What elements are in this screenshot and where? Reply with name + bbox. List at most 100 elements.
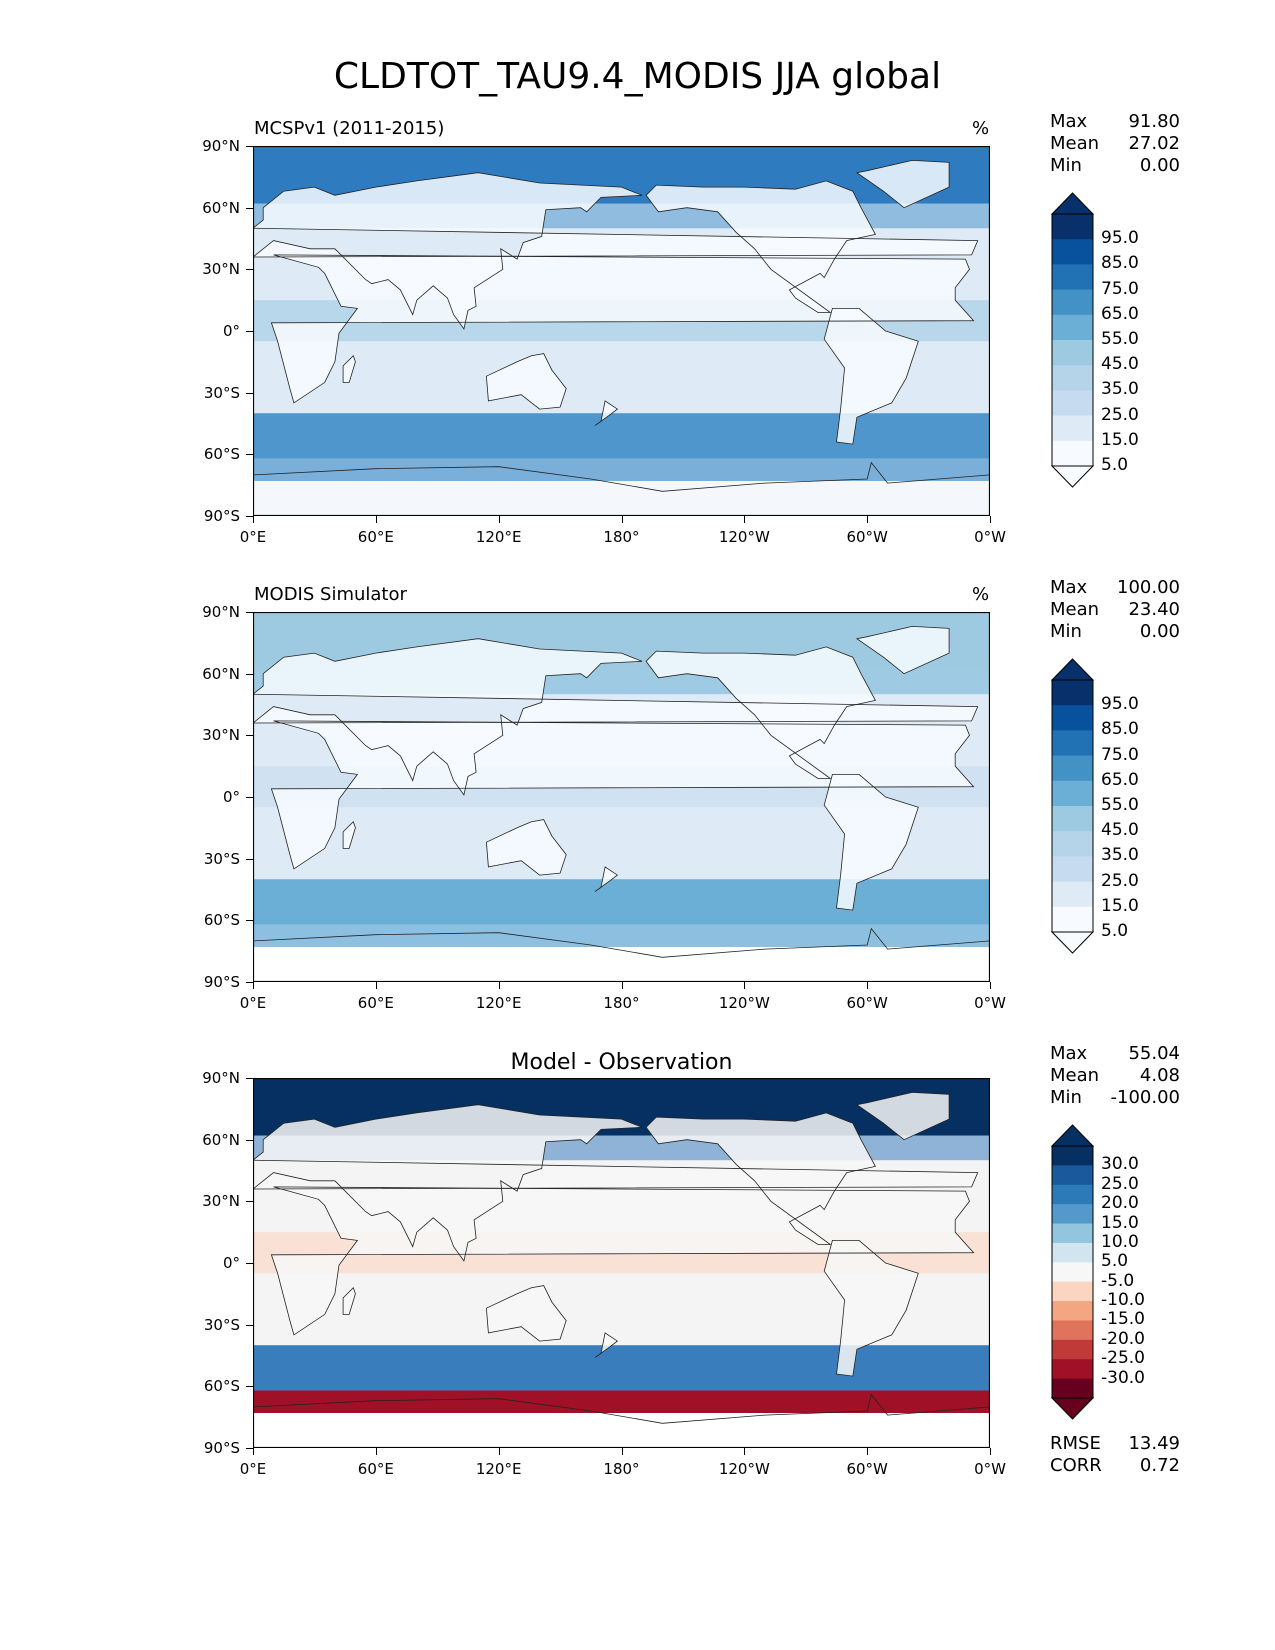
panel-1-units: %: [972, 118, 990, 139]
colorbar-label: 85.0: [1101, 719, 1139, 740]
land-north_america: [646, 646, 876, 779]
panel-3-map: [253, 1078, 990, 1448]
colorbar-label: 85.0: [1101, 253, 1139, 274]
figure-title: CLDTOT_TAU9.4_MODIS JJA global: [333, 56, 942, 97]
colorbar-label: 5.0: [1101, 1251, 1129, 1272]
coastline-greenland: [855, 1091, 950, 1141]
colorbar-segment: [1052, 856, 1093, 883]
colorbar-segment: [1052, 365, 1093, 391]
colorbar-frame: [1051, 679, 1094, 933]
stat-mean: 23.40: [1128, 599, 1180, 620]
x-tick-label: 60°W: [846, 994, 888, 1012]
colorbar-segment: [1052, 906, 1093, 933]
southern-storm-band: [253, 879, 990, 925]
x-tick-label: 60°E: [357, 994, 394, 1012]
colorbar-label: 55.0: [1101, 795, 1139, 815]
land-australia: [486, 1285, 567, 1342]
coastline-north_america: [645, 1112, 877, 1245]
colorbar-label: -15.0: [1101, 1309, 1145, 1330]
stat-min: -100.00: [1110, 1087, 1180, 1108]
stat-mean: 27.02: [1128, 133, 1180, 154]
y-tick-label: 90°S: [203, 973, 240, 991]
masked-polar-region: [253, 1413, 990, 1448]
x-tick-label: 0°E: [239, 528, 267, 546]
x-tick-mark: [867, 982, 869, 989]
x-tick-mark: [990, 516, 991, 523]
y-tick-label: 30°N: [202, 1192, 240, 1211]
colorbar-segment: [1052, 390, 1093, 417]
coastline-antarctica: [253, 927, 990, 982]
colorbar-label: 65.0: [1101, 303, 1139, 324]
y-tick-label: 90°S: [203, 1439, 240, 1457]
stat-max: 55.04: [1128, 1043, 1180, 1064]
coastline-nz: [594, 866, 619, 892]
colorbar-label: -20.0: [1101, 1328, 1145, 1349]
x-tick-label: 180°: [603, 1460, 640, 1478]
colorbar-segment: [1052, 1146, 1093, 1166]
colorbar-segment: [1052, 214, 1093, 240]
x-tick-label: 120°E: [475, 1460, 522, 1478]
colorbar-segment: [1052, 1165, 1093, 1186]
panel-2-title: MODIS Simulator: [254, 584, 407, 605]
y-tick-mark: [246, 982, 253, 983]
y-tick-mark: [246, 612, 253, 613]
land-europe_asia: [253, 638, 978, 795]
x-tick-label: 60°W: [846, 528, 888, 546]
y-tick-mark: [246, 858, 253, 860]
colorbar-segment: [1052, 1281, 1093, 1302]
stat-label: CORR: [1050, 1455, 1102, 1476]
panel-1-title: MCSPv1 (2011-2015): [254, 118, 445, 139]
colorbar-extend-top: [1050, 192, 1095, 215]
coastline-africa: [270, 720, 975, 870]
land-europe_asia: [253, 172, 978, 329]
stat-label: RMSE: [1050, 1433, 1101, 1454]
colorbar-extend-bottom: [1050, 465, 1095, 488]
colorbar-segment: [1052, 1223, 1093, 1244]
y-tick-label: 60°S: [203, 445, 240, 464]
colorbar-label: 35.0: [1101, 379, 1139, 400]
colorbar-segment: [1052, 264, 1093, 291]
y-tick-label: 90°N: [202, 1069, 240, 1087]
colorbar-label: 25.0: [1101, 404, 1139, 425]
colorbar-extend-bottom: [1050, 931, 1095, 954]
coastline-europe_asia: [253, 172, 979, 330]
coastline-north_america: [645, 180, 877, 313]
x-tick-label: 120°W: [718, 1460, 770, 1478]
x-tick-mark: [375, 1448, 377, 1455]
x-tick-label: 120°W: [718, 528, 770, 546]
y-tick-label: 60°N: [202, 664, 240, 683]
y-tick-label: 30°S: [203, 849, 240, 868]
colorbar-segment: [1052, 1262, 1093, 1283]
y-tick-mark: [246, 1263, 253, 1264]
coastline-australia: [485, 819, 567, 876]
panel-2-stats: Max 100.00 Mean 23.40 Min 0.00: [1050, 577, 1180, 643]
coastline-madagascar: [342, 354, 356, 383]
x-tick-label: 0°W: [974, 1460, 1006, 1478]
y-tick-mark: [246, 920, 253, 922]
colorbar-segment: [1052, 1359, 1093, 1380]
coastline-europe_asia: [253, 1104, 979, 1262]
stat-label: Min: [1050, 621, 1082, 642]
x-tick-mark: [990, 1448, 991, 1455]
coastline-greenland: [855, 159, 950, 209]
y-tick-label: 90°N: [202, 603, 240, 621]
land-nz: [594, 1332, 618, 1358]
land-south_america: [824, 308, 919, 445]
y-tick-label: 0°: [222, 322, 240, 340]
land-australia: [486, 819, 567, 876]
x-tick-mark: [253, 1448, 254, 1455]
colorbar-segment: [1052, 806, 1093, 832]
colorbar-segment: [1052, 314, 1093, 341]
map-frame: [253, 146, 990, 516]
masked-polar-region: [253, 947, 990, 982]
panel-3-skill-stats: RMSE 13.49 CORR 0.72: [1050, 1433, 1180, 1477]
x-tick-mark: [375, 516, 377, 523]
land-australia: [486, 353, 567, 410]
colorbar-label: 75.0: [1101, 744, 1139, 765]
coastline-antarctica: [253, 1393, 990, 1448]
coastline-africa: [270, 254, 975, 404]
colorbar-label: 45.0: [1101, 820, 1139, 841]
x-tick-mark: [867, 1448, 869, 1455]
panel-2-map: [253, 612, 990, 982]
colorbar-segment: [1052, 1204, 1093, 1225]
